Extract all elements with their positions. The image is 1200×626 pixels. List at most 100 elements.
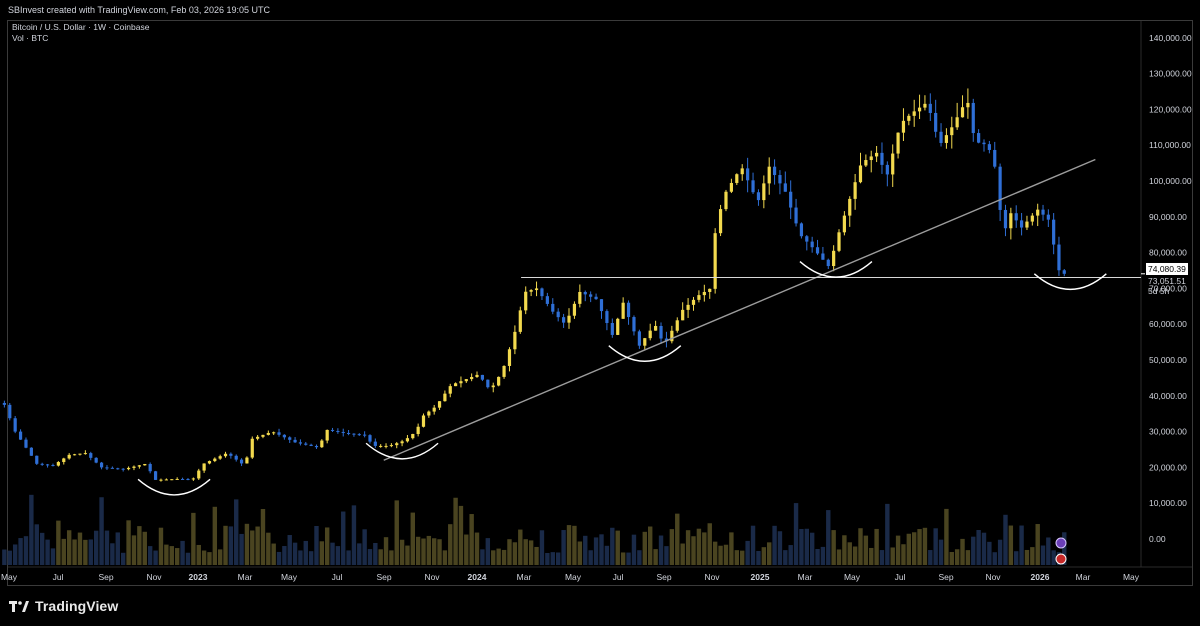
candle-body xyxy=(556,311,560,318)
volume-bar xyxy=(507,539,512,565)
volume-bar xyxy=(750,525,756,565)
volume-bar xyxy=(745,540,750,565)
candle-body xyxy=(729,182,733,192)
volume-bar xyxy=(282,546,287,565)
annotation-arc xyxy=(799,261,873,278)
candle-body xyxy=(982,142,986,145)
candle-body xyxy=(245,457,249,464)
volume-bar xyxy=(852,546,858,565)
volume-bar xyxy=(287,535,292,565)
volume-bar xyxy=(615,530,620,565)
candle-body xyxy=(562,317,566,323)
candle-body xyxy=(621,302,625,319)
volume-bar xyxy=(453,497,458,565)
volume-bar xyxy=(922,527,928,565)
candle-body xyxy=(648,330,652,339)
candle-body xyxy=(718,209,723,234)
candle-body xyxy=(153,471,158,480)
candle-body xyxy=(78,453,82,455)
candle-body xyxy=(885,164,889,175)
volume-bar xyxy=(66,530,72,565)
candle-body xyxy=(40,463,44,465)
volume-bar xyxy=(718,545,723,565)
price-axis-tick: 40,000.00 xyxy=(1149,391,1187,401)
tradingview-logo-icon xyxy=(9,599,29,613)
candle-body xyxy=(778,175,782,184)
volume-bar xyxy=(239,533,244,565)
volume-bar xyxy=(72,539,77,565)
volume-bar xyxy=(158,527,164,565)
candle-body xyxy=(170,479,174,481)
candle-body xyxy=(637,331,641,346)
candle-body xyxy=(670,330,674,342)
candle-body xyxy=(713,233,717,289)
candle-body xyxy=(175,478,179,480)
event-icon xyxy=(1055,537,1067,549)
volume-bar xyxy=(83,539,88,565)
candle-body xyxy=(164,479,168,481)
volume-bar xyxy=(675,513,680,565)
volume-bar xyxy=(788,545,793,565)
volume-bar xyxy=(431,538,437,565)
volume-bar xyxy=(777,531,783,565)
volume-bar xyxy=(960,538,965,565)
volume-bar xyxy=(501,549,507,565)
price-axis-tick: 140,000.00 xyxy=(1149,33,1192,43)
candle-body xyxy=(411,433,415,439)
volume-bar xyxy=(831,530,836,565)
volume-bar xyxy=(93,530,99,565)
candle-body xyxy=(762,183,766,201)
candle-body xyxy=(610,323,614,335)
candle-body xyxy=(137,465,141,467)
volume-bars xyxy=(2,494,1067,565)
candle-body xyxy=(654,325,658,331)
candle-body xyxy=(29,447,33,456)
candle-body xyxy=(524,291,528,311)
volume-bar xyxy=(212,506,218,565)
volume-bar xyxy=(147,546,153,565)
tradingview-logo[interactable]: TradingView xyxy=(9,597,118,615)
candle-body xyxy=(497,376,501,386)
candle-body xyxy=(298,442,303,444)
candle-body xyxy=(632,317,636,332)
candle-body xyxy=(250,438,254,458)
candle-body xyxy=(213,458,217,462)
volume-bar xyxy=(207,552,212,565)
volume-bar xyxy=(2,549,7,565)
candle-body xyxy=(282,434,286,438)
time-axis-tick: Jul xyxy=(332,572,343,582)
time-axis-tick: May xyxy=(1123,572,1140,582)
time-axis-tick: Nov xyxy=(424,572,440,582)
candle-body xyxy=(605,311,609,324)
volume-bar xyxy=(77,532,83,565)
candle-body xyxy=(708,288,712,292)
volume-bar xyxy=(34,524,39,565)
chart-legend: Bitcoin / U.S. Dollar · 1W · Coinbase Vo… xyxy=(12,22,149,44)
candle-body xyxy=(293,439,297,443)
volume-bar xyxy=(250,530,255,565)
candle-body xyxy=(223,453,228,457)
volume-bar xyxy=(890,547,895,565)
volume-bar xyxy=(394,500,399,565)
candle-body xyxy=(616,318,620,335)
volume-bar xyxy=(820,546,826,565)
volume-bar xyxy=(976,529,981,565)
volume-bar xyxy=(842,535,847,565)
candle-body xyxy=(277,432,281,435)
candle-body xyxy=(907,115,911,121)
volume-bar xyxy=(185,552,191,565)
candle-body xyxy=(453,383,458,387)
time-axis-tick: 2023 xyxy=(189,572,208,582)
volume-bar xyxy=(405,545,410,565)
candle-body xyxy=(998,166,1002,210)
candle-body xyxy=(826,259,830,267)
annotation-arc xyxy=(608,345,682,362)
attribution-text: SBInvest created with TradingView.com, F… xyxy=(8,5,270,15)
candle-body xyxy=(110,467,114,469)
volume-bar xyxy=(153,550,158,565)
candle-body xyxy=(971,102,975,134)
candle-body xyxy=(197,470,201,479)
candle-body xyxy=(24,439,28,448)
annotation-arc xyxy=(137,478,211,496)
